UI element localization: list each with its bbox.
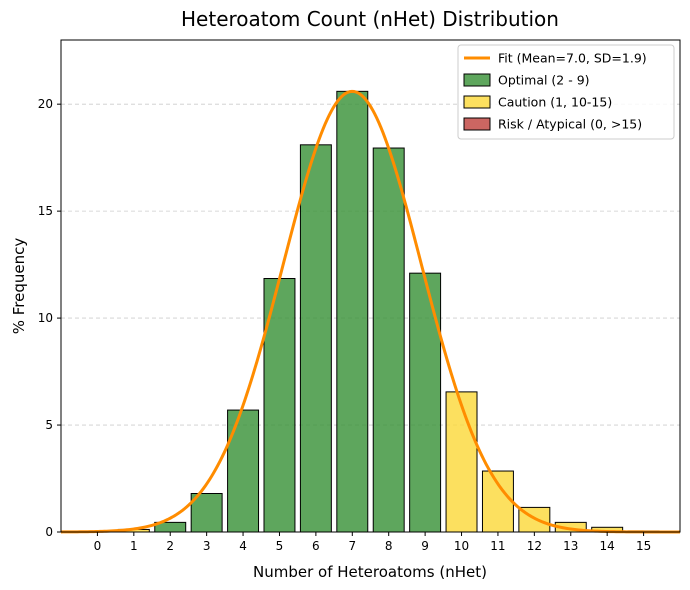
- x-tick-label-4: 4: [239, 539, 247, 553]
- plot-frame: [60, 39, 681, 533]
- fit-curve: [60, 89, 680, 534]
- x-tick-label-11: 11: [490, 539, 505, 553]
- legend-label-3: Risk / Atypical (0, >15): [498, 117, 642, 132]
- y-tick-label-10: 10: [38, 311, 53, 325]
- bar-8: [372, 147, 405, 533]
- x-tick-label-0: 0: [94, 539, 102, 553]
- bar-5: [263, 278, 296, 533]
- bar-3: [190, 492, 223, 533]
- y-axis-ticks: 0 5 10 15 20: [38, 97, 61, 539]
- x-tick-label-14: 14: [600, 539, 615, 553]
- x-tick-label-5: 5: [276, 539, 284, 553]
- legend: Fit (Mean=7.0, SD=1.9) Optimal (2 - 9) Cau…: [457, 44, 675, 140]
- bar-9: [409, 272, 442, 533]
- y-tick-label-15: 15: [38, 204, 53, 218]
- x-axis-ticks: 0 1 2 3 4 5 6 7 8 9 10 11 12 13 14 15: [94, 532, 651, 553]
- y-axis-label: % Frequency: [10, 238, 28, 335]
- legend-swatch-2: [463, 95, 491, 109]
- legend-label-0: Fit (Mean=7.0, SD=1.9): [498, 51, 647, 66]
- x-tick-label-9: 9: [421, 539, 429, 553]
- bars: [81, 90, 660, 533]
- grid-lines: [61, 103, 680, 426]
- x-tick-label-15: 15: [636, 539, 651, 553]
- x-tick-label-1: 1: [130, 539, 138, 553]
- y-tick-label-0: 0: [45, 525, 53, 539]
- x-axis-label: Number of Heteroatoms (nHet): [253, 563, 487, 581]
- bar-6: [299, 144, 332, 533]
- legend-label-1: Optimal (2 - 9): [498, 73, 590, 88]
- x-tick-label-6: 6: [312, 539, 320, 553]
- bar-4: [227, 409, 260, 533]
- bar-11: [481, 470, 514, 533]
- legend-label-2: Caution (1, 10-15): [498, 95, 612, 110]
- legend-swatch-1: [463, 73, 491, 87]
- x-tick-label-7: 7: [348, 539, 356, 553]
- x-tick-label-10: 10: [454, 539, 469, 553]
- x-tick-label-13: 13: [563, 539, 578, 553]
- legend-box: [457, 44, 675, 140]
- bar-10: [445, 391, 478, 533]
- x-tick-label-12: 12: [527, 539, 542, 553]
- bar-7: [336, 90, 369, 533]
- y-tick-label-5: 5: [45, 418, 53, 432]
- x-tick-label-8: 8: [385, 539, 393, 553]
- x-tick-label-2: 2: [166, 539, 174, 553]
- legend-swatch-3: [463, 117, 491, 131]
- fit-curve-layer: [60, 89, 680, 534]
- y-tick-label-20: 20: [38, 97, 53, 111]
- x-tick-label-3: 3: [203, 539, 211, 553]
- chart-title: Heteroatom Count (nHet) Distribution: [181, 7, 559, 31]
